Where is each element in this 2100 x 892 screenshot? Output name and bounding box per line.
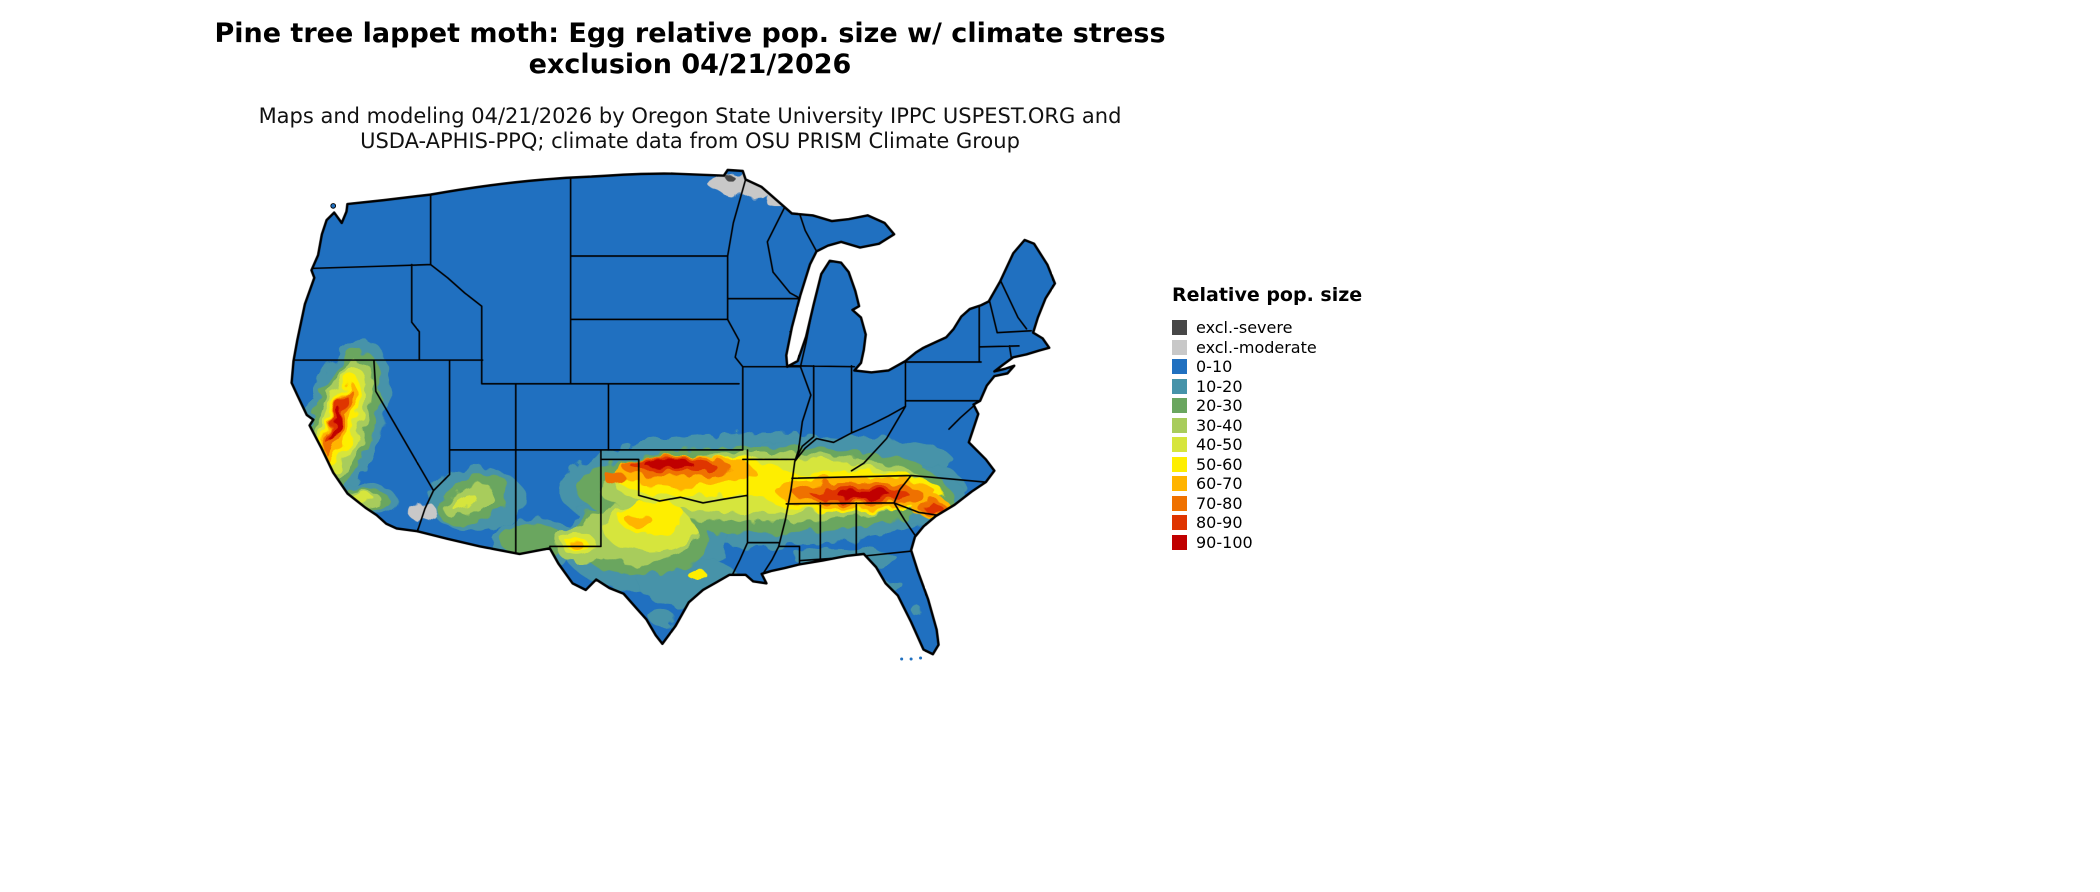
- legend-item: 90-100: [1172, 533, 1392, 553]
- legend-item: 30-40: [1172, 416, 1392, 436]
- legend-swatch: [1172, 456, 1187, 472]
- heat-layer-90-100: [329, 409, 891, 500]
- map-legend: Relative pop. size excl.-severe excl.-mod…: [1172, 284, 1392, 552]
- legend-item: 20-30: [1172, 396, 1392, 416]
- legend-swatch: [1172, 417, 1187, 433]
- legend-swatch: [1172, 320, 1187, 336]
- legend-swatch: [1172, 495, 1187, 511]
- map-subtitle: Maps and modeling 04/21/2026 by Oregon S…: [0, 104, 1380, 154]
- legend-label: 0-10: [1196, 357, 1233, 377]
- us-map: [232, 166, 1140, 662]
- legend-item: 70-80: [1172, 494, 1392, 514]
- legend-swatch: [1172, 339, 1187, 355]
- legend-item: 60-70: [1172, 474, 1392, 494]
- legend-title: Relative pop. size: [1172, 284, 1363, 306]
- legend-label: 20-30: [1196, 396, 1243, 416]
- exclusion-severe-layer: [724, 174, 735, 181]
- legend-swatch: [1172, 398, 1187, 414]
- legend-label: 60-70: [1196, 474, 1243, 494]
- legend-label: 10-20: [1196, 376, 1243, 396]
- legend-label: 40-50: [1196, 435, 1243, 455]
- legend-label: excl.-severe: [1196, 318, 1293, 338]
- legend-item: 40-50: [1172, 435, 1392, 455]
- map-subtitle-line1: Maps and modeling 04/21/2026 by Oregon S…: [258, 104, 1122, 128]
- us-map-svg: [290, 168, 1057, 661]
- legend-item: excl.-severe: [1172, 318, 1392, 338]
- legend-item: 50-60: [1172, 455, 1392, 475]
- legend-items: excl.-severe excl.-moderate 0-10 10-20 20-30…: [1172, 318, 1392, 552]
- legend-label: excl.-moderate: [1196, 337, 1317, 357]
- legend-label: 70-80: [1196, 493, 1243, 513]
- legend-item: 0-10: [1172, 357, 1392, 377]
- legend-item: 80-90: [1172, 513, 1392, 533]
- legend-label: 80-90: [1196, 513, 1243, 533]
- figure-header: Pine tree lappet moth: Egg relative pop.…: [0, 18, 1380, 154]
- legend-swatch: [1172, 437, 1187, 453]
- legend-swatch: [1172, 359, 1187, 375]
- legend-item: 10-20: [1172, 377, 1392, 397]
- legend-label: 30-40: [1196, 415, 1243, 435]
- legend-swatch: [1172, 378, 1187, 394]
- legend-swatch: [1172, 534, 1187, 550]
- legend-item: excl.-moderate: [1172, 338, 1392, 358]
- map-subtitle-line2: USDA-APHIS-PPQ; climate data from OSU PR…: [360, 129, 1020, 153]
- legend-label: 90-100: [1196, 532, 1253, 552]
- map-title-line2: exclusion 04/21/2026: [528, 49, 852, 80]
- us-national-outline: [290, 168, 1057, 656]
- state-borders: [291, 176, 1033, 578]
- map-title-line1: Pine tree lappet moth: Egg relative pop.…: [214, 18, 1166, 49]
- legend-swatch: [1172, 515, 1187, 531]
- legend-label: 50-60: [1196, 454, 1243, 474]
- legend-swatch: [1172, 476, 1187, 492]
